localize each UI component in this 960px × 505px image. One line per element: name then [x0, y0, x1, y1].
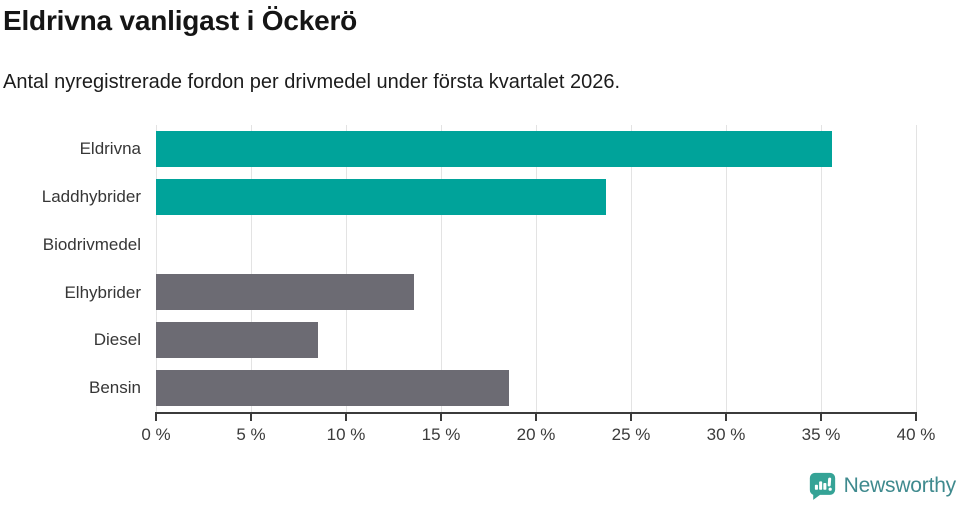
bar-diesel	[156, 322, 318, 359]
x-axis-tick	[345, 412, 347, 421]
speech-bubble-shape	[809, 472, 835, 500]
gridline	[631, 125, 632, 412]
x-tick-label: 30 %	[706, 425, 746, 444]
x-tick-label: 0 %	[141, 425, 171, 444]
x-axis-tick	[915, 412, 917, 421]
x-axis-tick	[440, 412, 442, 421]
category-label: Biodrivmedel	[42, 234, 141, 254]
plot-area: 0 % 5 % 10 % 15 % 20 % 25 % 30 % 35 % 40 %	[141, 125, 935, 444]
x-axis-tick	[630, 412, 632, 421]
x-tick-label: 20 %	[516, 425, 556, 444]
bar-elhybrider	[156, 274, 415, 311]
x-axis-tick	[725, 412, 727, 421]
x-tick-label: 35 %	[801, 425, 841, 444]
x-tick-label: 10 %	[326, 425, 366, 444]
bar-chart-glyph	[814, 477, 832, 491]
newsworthy-logo: Newsworthy	[809, 472, 956, 500]
bar-chart: Eldrivna Laddhybrider Biodrivmedel Elhybrid…	[0, 125, 935, 444]
x-tick-label: 25 %	[611, 425, 651, 444]
x-axis-tick	[820, 412, 822, 421]
brand-name: Newsworthy	[843, 474, 957, 497]
gridline	[821, 125, 822, 412]
x-tick-label: 5 %	[236, 425, 266, 444]
gridline	[726, 125, 727, 412]
chart-subtitle: Antal nyregistrerade fordon per drivmede…	[3, 71, 621, 93]
x-axis-tick	[155, 412, 157, 421]
gridline	[251, 125, 252, 412]
bar-laddhybrider	[156, 178, 607, 215]
x-tick-label: 40 %	[896, 425, 936, 444]
x-axis-tick	[250, 412, 252, 421]
category-label: Bensin	[89, 378, 141, 398]
gridline	[916, 125, 917, 412]
category-labels: Eldrivna Laddhybrider Biodrivmedel Elhybrid…	[0, 125, 141, 412]
x-axis-tick	[535, 412, 537, 421]
gridline	[346, 125, 347, 412]
category-label: Elhybrider	[64, 282, 141, 302]
newsworthy-logo-icon	[809, 472, 835, 500]
x-tick-label: 15 %	[421, 425, 461, 444]
gridline	[536, 125, 537, 412]
category-label: Eldrivna	[79, 139, 141, 158]
gridline	[441, 125, 442, 412]
bar-bensin	[156, 370, 510, 407]
chart-title: Eldrivna vanligast i Öckerö	[3, 5, 358, 36]
category-label: Laddhybrider	[41, 186, 141, 206]
gridline	[156, 125, 157, 412]
bar-eldrivna	[156, 130, 833, 167]
category-label: Diesel	[93, 330, 141, 350]
